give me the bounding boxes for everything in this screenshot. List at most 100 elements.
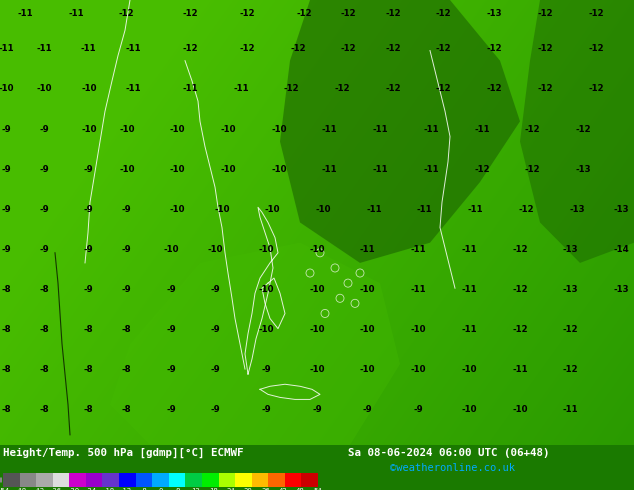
Text: -11: -11 <box>183 84 198 94</box>
Text: -9: -9 <box>166 285 176 294</box>
Text: -12: -12 <box>563 325 578 334</box>
Bar <box>86 473 103 487</box>
Text: -9: -9 <box>166 325 176 334</box>
Text: -12: -12 <box>474 165 489 173</box>
Text: -10: -10 <box>170 205 185 214</box>
Text: -10: -10 <box>309 365 325 374</box>
Text: -9: -9 <box>363 405 373 414</box>
Text: 30: 30 <box>243 488 252 490</box>
Text: -10: -10 <box>259 245 274 254</box>
Text: -10: -10 <box>462 365 477 374</box>
Text: -10: -10 <box>81 84 96 94</box>
Bar <box>136 473 153 487</box>
Text: -11: -11 <box>322 165 337 173</box>
Text: -11: -11 <box>68 9 84 18</box>
Text: -12: -12 <box>588 84 604 94</box>
Text: -12: -12 <box>538 45 553 53</box>
Text: -12: -12 <box>341 9 356 18</box>
Text: -11: -11 <box>126 45 141 53</box>
Bar <box>69 473 86 487</box>
Text: -11: -11 <box>322 124 337 134</box>
Text: -12: -12 <box>183 9 198 18</box>
Text: -8: -8 <box>84 325 94 334</box>
Text: -12: -12 <box>341 45 356 53</box>
Text: -9: -9 <box>413 405 424 414</box>
Text: -10: -10 <box>309 325 325 334</box>
Text: -11: -11 <box>474 124 489 134</box>
Text: -11: -11 <box>424 165 439 173</box>
Text: -9: -9 <box>1 165 11 173</box>
Text: -13: -13 <box>614 205 629 214</box>
Text: -10: -10 <box>411 365 426 374</box>
Text: -11: -11 <box>366 205 382 214</box>
Text: -8: -8 <box>1 365 11 374</box>
Text: -8: -8 <box>84 365 94 374</box>
Text: -9: -9 <box>122 245 132 254</box>
Text: -12: -12 <box>385 9 401 18</box>
Text: -9: -9 <box>122 285 132 294</box>
Text: -10: -10 <box>309 245 325 254</box>
Text: -12: -12 <box>512 285 527 294</box>
Text: -18: -18 <box>101 488 115 490</box>
Text: -12: -12 <box>436 9 451 18</box>
Text: -8: -8 <box>139 488 147 490</box>
Text: -12: -12 <box>538 84 553 94</box>
Text: -10: -10 <box>81 124 96 134</box>
Bar <box>20 473 37 487</box>
Polygon shape <box>520 0 634 263</box>
Bar <box>219 473 236 487</box>
Text: -8: -8 <box>122 325 132 334</box>
Text: -13: -13 <box>563 285 578 294</box>
Text: -11: -11 <box>417 205 432 214</box>
Text: -9: -9 <box>84 205 94 214</box>
Text: -42: -42 <box>32 488 44 490</box>
Text: -13: -13 <box>563 245 578 254</box>
Text: -8: -8 <box>1 285 11 294</box>
Text: -8: -8 <box>39 365 49 374</box>
Bar <box>152 473 169 487</box>
Text: -12: -12 <box>525 124 540 134</box>
Text: -10: -10 <box>259 325 274 334</box>
Text: -11: -11 <box>411 285 426 294</box>
Text: -11: -11 <box>18 9 33 18</box>
Text: -10: -10 <box>119 124 134 134</box>
Text: -10: -10 <box>316 205 331 214</box>
Text: 24: 24 <box>226 488 235 490</box>
Bar <box>252 473 269 487</box>
Text: -10: -10 <box>360 325 375 334</box>
Text: 18: 18 <box>209 488 217 490</box>
Text: -9: -9 <box>1 124 11 134</box>
Text: -12: -12 <box>240 45 255 53</box>
Text: -12: -12 <box>519 205 534 214</box>
Text: -11: -11 <box>360 245 375 254</box>
Text: -10: -10 <box>265 205 280 214</box>
Text: -10: -10 <box>170 124 185 134</box>
Text: -24: -24 <box>84 488 97 490</box>
Text: -9: -9 <box>84 245 94 254</box>
Text: -11: -11 <box>233 84 249 94</box>
Text: -12: -12 <box>588 45 604 53</box>
Text: -10: -10 <box>309 285 325 294</box>
Text: -9: -9 <box>84 285 94 294</box>
Text: -11: -11 <box>373 124 388 134</box>
Text: -9: -9 <box>1 205 11 214</box>
Text: -12: -12 <box>525 165 540 173</box>
Text: -9: -9 <box>312 405 322 414</box>
Text: -12: -12 <box>290 45 306 53</box>
Text: -12: -12 <box>588 9 604 18</box>
Text: 36: 36 <box>261 488 270 490</box>
Bar <box>268 473 285 487</box>
Text: -9: -9 <box>210 365 221 374</box>
Text: -8: -8 <box>122 365 132 374</box>
Text: 12: 12 <box>191 488 200 490</box>
Bar <box>202 473 219 487</box>
Text: -10: -10 <box>0 84 14 94</box>
Text: -8: -8 <box>1 405 11 414</box>
Text: -12: -12 <box>576 124 591 134</box>
Text: -11: -11 <box>126 84 141 94</box>
Text: -14: -14 <box>614 245 629 254</box>
Text: -12: -12 <box>284 84 299 94</box>
Text: -10: -10 <box>271 165 287 173</box>
Text: -10: -10 <box>119 165 134 173</box>
Text: -8: -8 <box>1 325 11 334</box>
